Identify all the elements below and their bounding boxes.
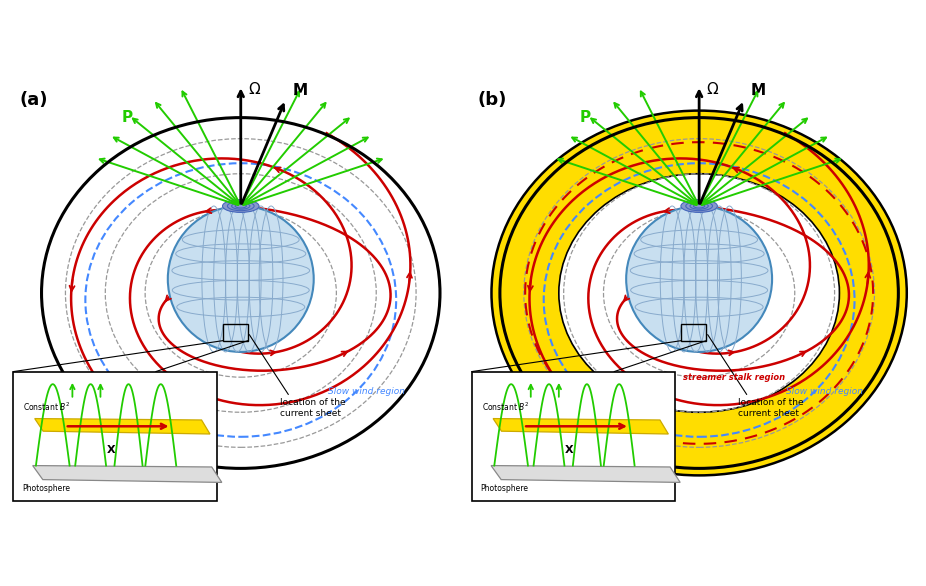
Text: $\Omega$: $\Omega$	[707, 81, 720, 97]
Ellipse shape	[626, 206, 772, 352]
Bar	[681, 324, 707, 340]
Text: streamer stalk region: streamer stalk region	[683, 373, 785, 382]
Text: Slow wind region: Slow wind region	[328, 387, 405, 396]
Text: location of the
current sheet: location of the current sheet	[280, 398, 345, 418]
Ellipse shape	[558, 173, 840, 413]
Text: location of the
current sheet: location of the current sheet	[738, 398, 804, 418]
Text: $\Omega$: $\Omega$	[248, 81, 261, 97]
Polygon shape	[491, 465, 681, 482]
Text: X: X	[565, 445, 574, 455]
Text: (a): (a)	[19, 91, 47, 109]
Polygon shape	[493, 418, 669, 434]
Text: P: P	[121, 110, 132, 125]
Text: M: M	[751, 83, 766, 98]
Text: Constant $B^2$: Constant $B^2$	[23, 400, 70, 413]
Bar	[222, 324, 248, 340]
FancyBboxPatch shape	[14, 372, 217, 500]
Ellipse shape	[492, 111, 907, 475]
Text: Slow wind region: Slow wind region	[786, 387, 863, 396]
Text: (b): (b)	[478, 91, 507, 109]
Text: P: P	[580, 110, 591, 125]
Polygon shape	[32, 465, 222, 482]
Text: M: M	[293, 83, 307, 98]
Ellipse shape	[168, 206, 314, 352]
FancyBboxPatch shape	[472, 372, 675, 500]
Ellipse shape	[42, 118, 440, 468]
Ellipse shape	[500, 118, 898, 468]
Ellipse shape	[222, 200, 259, 212]
Text: X: X	[106, 445, 116, 455]
Ellipse shape	[681, 200, 718, 212]
Text: Photosphere: Photosphere	[481, 484, 528, 493]
Polygon shape	[34, 418, 210, 434]
Text: Photosphere: Photosphere	[22, 484, 69, 493]
Text: Constant $B^2$: Constant $B^2$	[482, 400, 529, 413]
